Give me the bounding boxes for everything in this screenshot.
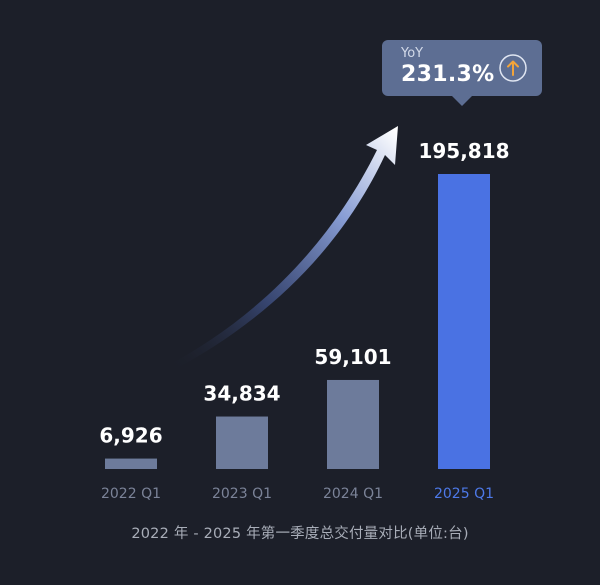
trend-arrow [165,126,398,372]
chart-caption: 2022 年 - 2025 年第一季度总交付量对比(单位:台) [131,526,469,542]
value-labels-layer: 6,926 34,834 59,101 195,818 [99,139,509,448]
yoy-label: YoY [401,46,424,61]
bar-2023-q1 [216,416,268,469]
bars-layer [105,174,490,469]
yoy-value: 231.3% [401,62,495,87]
arrow-up-icon [499,54,527,82]
tick-labels-layer: 2022 Q1 2023 Q1 2024 Q1 2025 Q1 [101,486,494,502]
bar-2025-q1 [438,174,490,469]
tick-label: 2024 Q1 [323,486,383,502]
tick-label: 2025 Q1 [434,486,494,502]
value-label: 6,926 [99,424,162,448]
tick-label: 2022 Q1 [101,486,161,502]
bar-2024-q1 [327,379,379,469]
value-label: 195,818 [418,139,509,163]
value-label: 59,101 [314,345,391,369]
bar-2022-q1 [105,458,157,469]
tick-label: 2023 Q1 [212,486,272,502]
value-label: 34,834 [203,382,280,406]
yoy-tooltip: YoY 231.3% [382,40,542,106]
